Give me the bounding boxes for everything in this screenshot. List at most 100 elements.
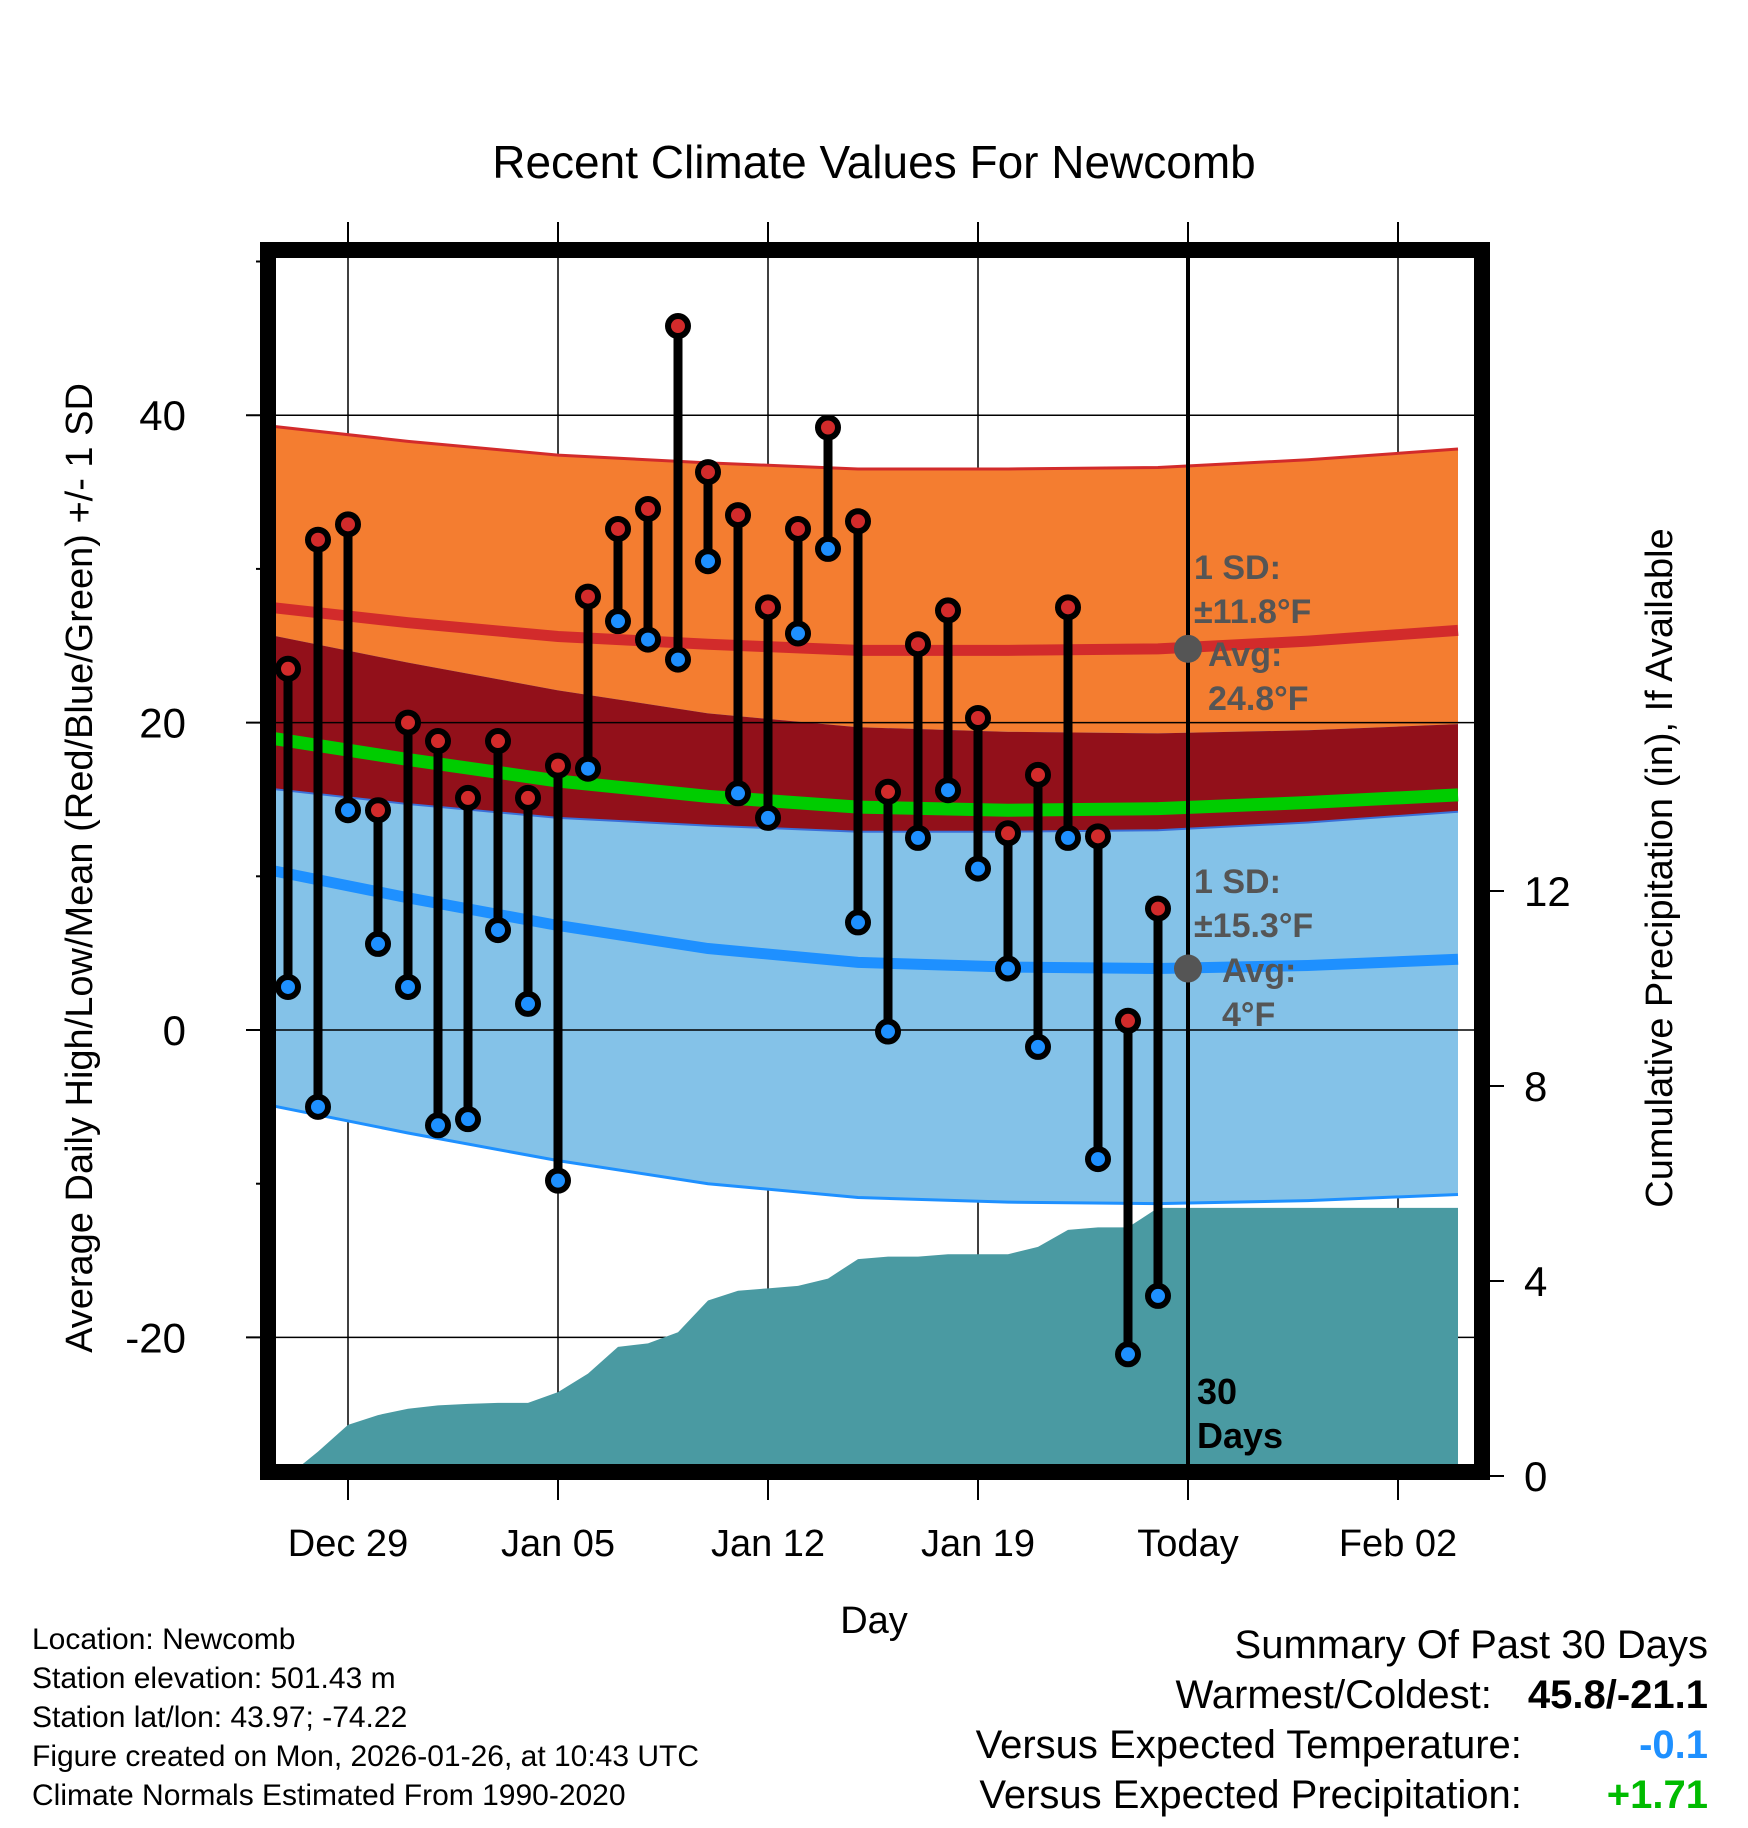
daily-high-point [815, 414, 841, 441]
daily-low-point [1055, 824, 1081, 851]
daily-high-point [965, 704, 991, 731]
daily-low-point [545, 1167, 571, 1194]
daily-high-point [785, 515, 811, 542]
normals-text: Climate Normals Estimated From 1990-2020 [32, 1779, 626, 1812]
high-avg-label: Avg: [1208, 636, 1282, 674]
daily-low-point [875, 1018, 901, 1045]
daily-low-point [785, 620, 811, 647]
daily-high-point [305, 526, 331, 553]
created-text: Figure created on Mon, 2026-01-26, at 10… [32, 1740, 700, 1773]
vs-precip-value: +1.71 [1606, 1773, 1708, 1817]
low-avg-label: Avg: [1222, 952, 1296, 990]
y-axis-label: Average Daily High/Low/Mean (Red/Blue/Gr… [59, 383, 101, 1353]
normal-low-line [268, 864, 1459, 975]
station-info: Location: Newcomb Station elevation: 501… [32, 1620, 699, 1815]
today-days-label: Days [1197, 1415, 1283, 1456]
high-sd-label: 1 SD: [1194, 549, 1281, 587]
daily-high-point [695, 459, 721, 486]
summary-title: Summary Of Past 30 Days [1234, 1623, 1708, 1667]
daily-low-point [1085, 1146, 1111, 1173]
precipitation-area [292, 1207, 1458, 1472]
y-tick-label: 20 [139, 700, 186, 747]
daily-high-point [1085, 823, 1111, 850]
vs-precip-row: Versus Expected Precipitation: +1.71 [976, 1770, 1708, 1820]
high-sd-upper-line [269, 424, 1459, 471]
high-avg-marker [1174, 634, 1202, 663]
y2-tick-label: 0 [1524, 1453, 1547, 1500]
daily-low-point [1025, 1033, 1051, 1060]
x-tick-label: Jan 12 [711, 1523, 825, 1565]
x-tick-label: Dec 29 [288, 1523, 408, 1565]
y-tick-label: 40 [139, 392, 186, 439]
chart-title: Recent Climate Values For Newcomb [492, 136, 1256, 188]
daily-low-point [845, 909, 871, 936]
y2-axis-label: Cumulative Precipitation (in), If Availa… [1639, 528, 1681, 1207]
daily-low-point [425, 1112, 451, 1139]
daily-low-point [635, 626, 661, 653]
daily-high-point [935, 597, 961, 624]
low-sd-label: 1 SD: [1194, 863, 1281, 901]
y2-tick-label: 8 [1524, 1063, 1547, 1110]
daily-low-point [275, 973, 301, 1000]
location-text: Location: Newcomb [32, 1623, 296, 1656]
summary-panel: Summary Of Past 30 Days Warmest/Coldest:… [976, 1620, 1708, 1820]
daily-low-point [305, 1093, 331, 1120]
daily-high-point [275, 655, 301, 682]
vs-temp-label: Versus Expected Temperature: [975, 1723, 1522, 1767]
daily-low-point [815, 535, 841, 562]
daily-low-point [575, 755, 601, 782]
low-avg-marker [1174, 954, 1202, 983]
plot-area: 1 SD: ±11.8°F Avg: 24.8°F 1 SD: ±15.3°F Avg: 4°… [125, 222, 1571, 1565]
daily-high-point [875, 778, 901, 805]
daily-low-point [605, 608, 631, 635]
plot-frame [260, 242, 1490, 1480]
daily-low-point [455, 1106, 481, 1133]
daily-low-point [365, 930, 391, 957]
elevation-text: Station elevation: 501.43 m [32, 1662, 396, 1695]
high-avg-value: 24.8°F [1208, 680, 1309, 718]
warmest-coldest-value: 45.8/-21.1 [1527, 1673, 1708, 1717]
daily-high-point [845, 508, 871, 535]
daily-high-point [725, 502, 751, 529]
daily-high-point [515, 784, 541, 811]
daily-high-point [1115, 1007, 1141, 1034]
x-tick-label: Jan 19 [921, 1523, 1035, 1565]
daily-high-point [455, 784, 481, 811]
y2-tick-label: 4 [1524, 1258, 1547, 1305]
low-sd-lower-line [269, 1103, 1459, 1206]
daily-low-point [725, 780, 751, 807]
daily-low-point [515, 990, 541, 1017]
low-sd-value: ±15.3°F [1194, 907, 1313, 945]
daily-high-point [395, 709, 421, 736]
x-tick-label: Today [1137, 1523, 1238, 1565]
daily-low-point [755, 804, 781, 831]
daily-high-point [1055, 594, 1081, 621]
x-tick-label: Feb 02 [1339, 1523, 1457, 1565]
daily-low-point [965, 855, 991, 882]
vs-temp-value: -0.1 [1639, 1723, 1708, 1767]
daily-high-point [335, 511, 361, 538]
daily-high-point [425, 728, 451, 755]
daily-high-point [635, 495, 661, 522]
x-axis-label: Day [840, 1600, 908, 1642]
daily-low-point [905, 824, 931, 851]
daily-low-point [695, 548, 721, 575]
daily-low-point [485, 917, 511, 944]
daily-low-point [665, 646, 691, 673]
high-sd-value: ±11.8°F [1194, 593, 1311, 631]
low-avg-value: 4°F [1222, 996, 1275, 1034]
daily-high-point [605, 515, 631, 542]
daily-high-point [665, 313, 691, 340]
plot-clipped-group [268, 250, 1482, 1472]
y-tick-label: 0 [163, 1007, 186, 1054]
warmest-coldest-row: Warmest/Coldest: 45.8/-21.1 [976, 1670, 1709, 1720]
daily-low-point [935, 777, 961, 804]
x-tick-label: Jan 05 [501, 1523, 615, 1565]
vs-precip-label: Versus Expected Precipitation: [979, 1773, 1522, 1817]
daily-low-point [395, 973, 421, 1000]
daily-low-point [1115, 1341, 1141, 1368]
daily-low-point [1145, 1282, 1171, 1309]
vs-temp-row: Versus Expected Temperature: -0.1 [976, 1720, 1708, 1770]
daily-high-point [575, 583, 601, 610]
